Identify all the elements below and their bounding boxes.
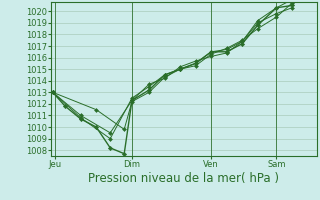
X-axis label: Pression niveau de la mer( hPa ): Pression niveau de la mer( hPa ) [89,172,279,185]
